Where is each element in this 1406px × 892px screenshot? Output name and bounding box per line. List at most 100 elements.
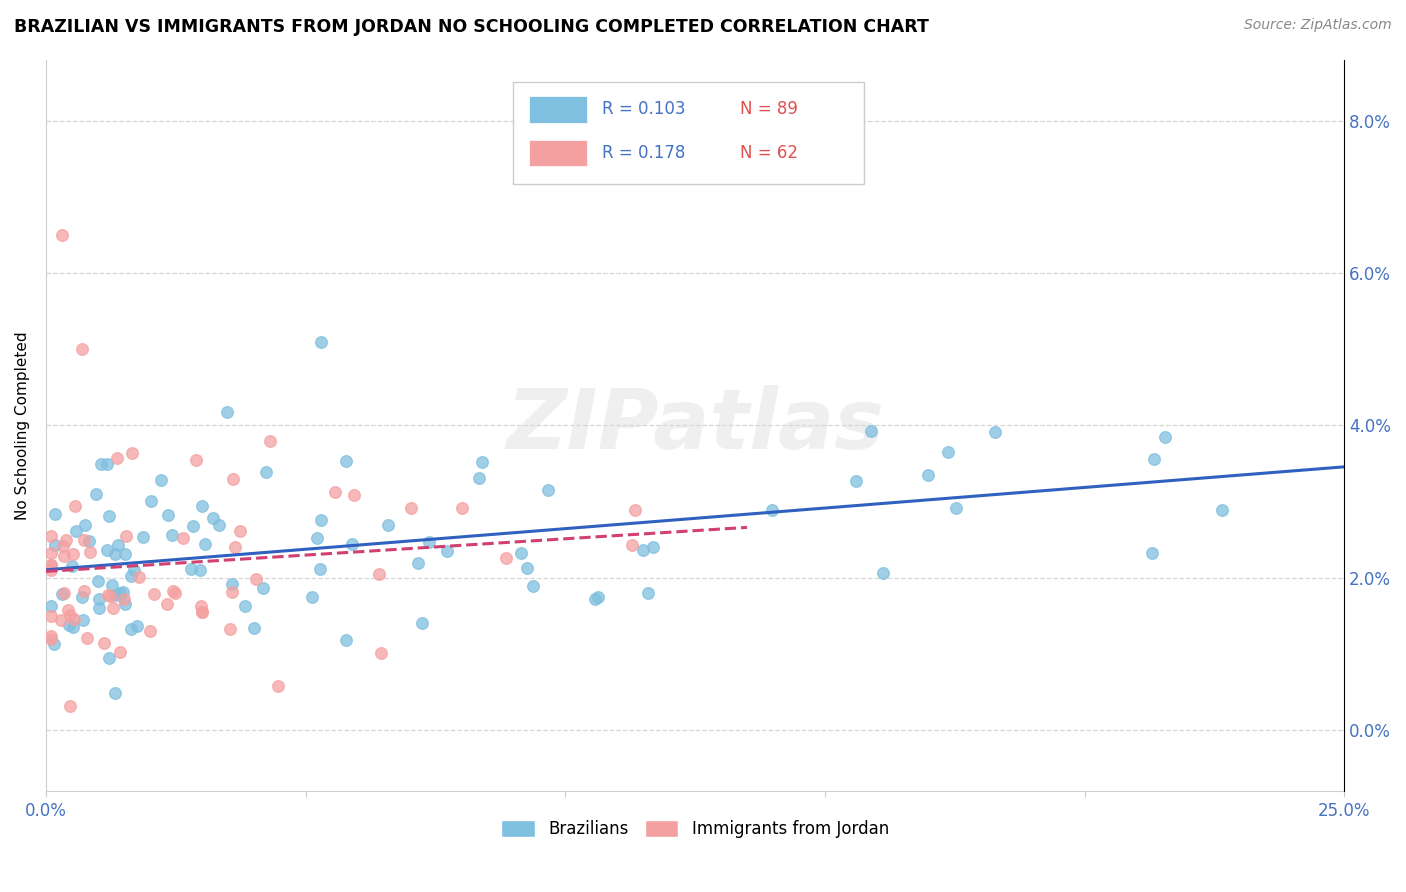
Point [39,608,62,623]
Point [90,457,112,471]
Point [202,510,225,524]
Point [39,546,62,560]
Point [96,457,118,471]
Point [193,537,215,551]
Point [323,484,346,499]
Point [96,542,118,557]
Point [516,560,538,574]
Point [509,545,531,559]
Point [149,473,172,487]
Point [107,538,129,552]
Point [52,549,75,563]
Point [39,558,62,572]
Point [98,589,121,603]
Point [221,576,243,591]
Point [586,590,609,604]
Point [224,540,246,554]
Point [39,529,62,543]
Point [221,585,243,599]
Point [121,446,143,460]
FancyBboxPatch shape [513,81,863,184]
Point [143,587,166,601]
Point [872,566,894,581]
Text: BRAZILIAN VS IMMIGRANTS FROM JORDAN NO SCHOOLING COMPLETED CORRELATION CHART: BRAZILIAN VS IMMIGRANTS FROM JORDAN NO S… [14,18,929,36]
Point [77,534,100,549]
Point [252,581,274,595]
Point [112,591,135,606]
Point [89,600,111,615]
Point [172,532,194,546]
Point [56,602,79,616]
Point [87,592,110,607]
Point [62,547,84,561]
Point [335,454,357,468]
Point [243,621,266,635]
Text: R = 0.178: R = 0.178 [602,145,685,162]
Point [104,547,127,561]
Point [84,487,107,501]
Point [222,472,245,486]
Point [399,500,422,515]
Point [114,547,136,561]
Point [191,499,214,513]
Point [370,646,392,660]
Point [259,434,281,448]
Point [1211,503,1233,517]
Point [860,424,883,438]
Point [62,620,84,634]
Point [42,637,65,651]
Point [65,524,87,538]
Point [471,455,494,469]
Point [411,616,433,631]
Point [624,503,647,517]
Point [53,586,76,600]
Point [620,539,643,553]
Point [72,584,94,599]
Point [157,508,180,523]
Point [309,513,332,527]
Point [76,631,98,645]
Point [301,591,323,605]
Point [219,622,242,636]
Point [139,624,162,639]
Point [120,569,142,583]
Point [377,517,399,532]
Point [114,597,136,611]
Text: N = 89: N = 89 [741,101,799,119]
Point [267,679,290,693]
Point [114,529,136,543]
Point [637,586,659,600]
Point [180,562,202,576]
Point [340,537,363,551]
Point [188,563,211,577]
Point [186,453,208,467]
Point [406,556,429,570]
Point [641,540,664,554]
Point [73,533,96,547]
Point [162,528,184,542]
Point [335,633,357,648]
Point [44,538,66,552]
Point [945,501,967,516]
Point [108,586,131,600]
Point [52,539,75,553]
Point [343,488,366,502]
FancyBboxPatch shape [529,96,588,122]
Point [208,518,231,533]
Point [191,606,214,620]
Point [245,572,267,586]
Point [125,619,148,633]
Point [139,494,162,508]
Point [108,645,131,659]
Point [39,632,62,647]
Point [229,524,252,538]
Point [163,586,186,600]
Point [59,699,82,714]
Point [983,425,1005,439]
Point [451,501,474,516]
Point [112,585,135,599]
Point [97,588,120,602]
Point [128,570,150,584]
Point [104,686,127,700]
Point [39,563,62,577]
